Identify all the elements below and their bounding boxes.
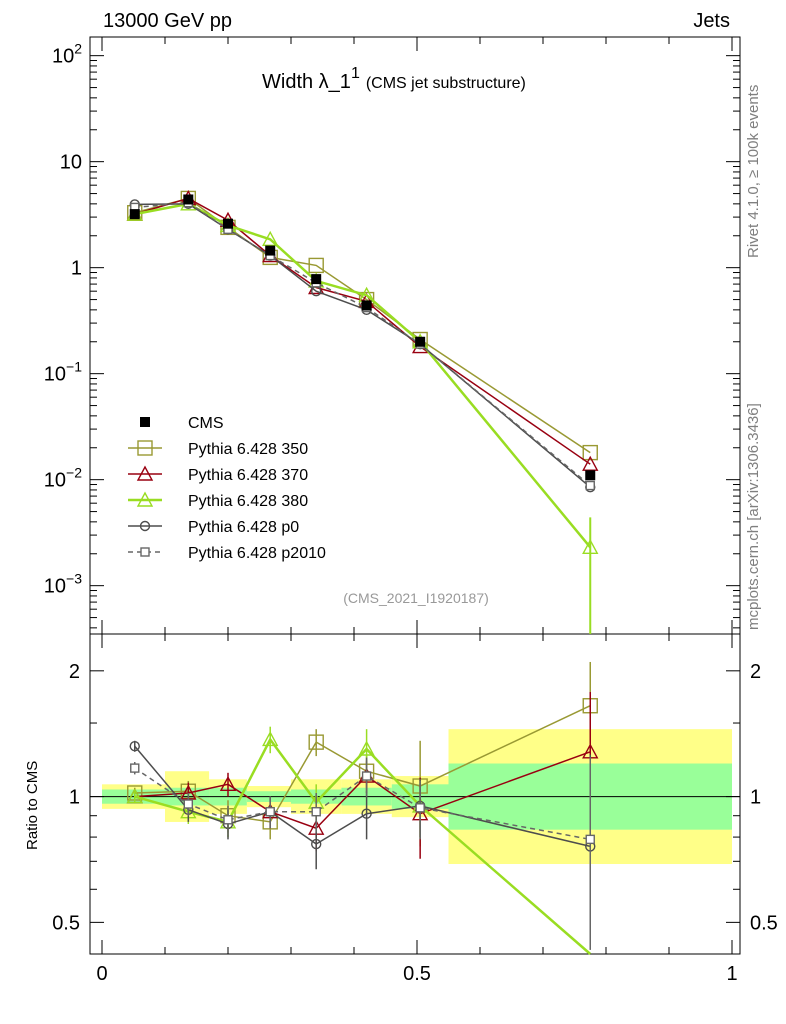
legend-label: Pythia 6.428 350 bbox=[188, 441, 308, 458]
marker-triangle bbox=[358, 740, 375, 756]
y-tick-label: 10−1 bbox=[44, 359, 82, 386]
x-tick-label: 1 bbox=[726, 963, 737, 985]
cms-data-point bbox=[129, 209, 140, 220]
ratio-line bbox=[134, 767, 591, 841]
ratio-y-tick-label: 2 bbox=[69, 661, 80, 683]
legend-marker bbox=[140, 417, 150, 427]
marker-square bbox=[308, 734, 324, 750]
ratio-y-tick-label: 1 bbox=[69, 787, 80, 809]
marker-small-square bbox=[130, 763, 140, 773]
cms-data-point bbox=[415, 336, 426, 347]
y-tick-label: 10−3 bbox=[44, 571, 82, 598]
legend-label: Pythia 6.428 370 bbox=[188, 467, 308, 484]
marker-triangle bbox=[582, 455, 599, 471]
cms-data-point bbox=[265, 245, 276, 256]
header-right: Jets bbox=[693, 10, 730, 32]
legend-entry-cms: CMS bbox=[140, 415, 224, 432]
cms-data-point bbox=[585, 470, 596, 481]
marker-circle bbox=[129, 741, 140, 752]
marker-small-square bbox=[311, 807, 321, 817]
marker-triangle bbox=[262, 730, 279, 747]
legend-entry: Pythia 6.428 380 bbox=[128, 491, 308, 510]
plot-title: Width λ_11 (CMS jet substructure) bbox=[262, 65, 526, 93]
ratio-y-tick-label-right: 0.5 bbox=[750, 912, 778, 934]
marker-triangle bbox=[136, 465, 154, 481]
series-layer bbox=[126, 189, 599, 955]
header-left: 13000 GeV pp bbox=[103, 10, 232, 32]
marker-small-square bbox=[415, 803, 425, 813]
marker-triangle bbox=[126, 788, 143, 804]
y-tick-label: 1 bbox=[71, 258, 82, 280]
marker-small-square bbox=[140, 547, 150, 557]
legend-entry: Pythia 6.428 p2010 bbox=[128, 545, 326, 562]
marker-triangle bbox=[262, 230, 279, 247]
legend-entry: Pythia 6.428 370 bbox=[128, 465, 308, 484]
marker-square bbox=[308, 257, 324, 274]
legend-label: Pythia 6.428 p2010 bbox=[188, 545, 326, 562]
legend-label: CMS bbox=[188, 415, 224, 432]
cms-data-points bbox=[129, 194, 596, 481]
legend-label: Pythia 6.428 380 bbox=[188, 493, 308, 510]
marker-circle bbox=[139, 520, 151, 532]
marker-triangle bbox=[136, 491, 154, 507]
side-text-top: Rivet 4.1.0, ≥ 100k events bbox=[745, 85, 762, 258]
legend: CMS Pythia 6.428 350 Pythia 6.428 370 Pythi… bbox=[128, 415, 326, 562]
cms-data-point bbox=[311, 274, 322, 285]
legend-entry: Pythia 6.428 350 bbox=[128, 440, 308, 458]
title-sub: (CMS jet substructure) bbox=[366, 75, 526, 92]
cms-data-point bbox=[361, 300, 372, 311]
marker-square bbox=[582, 444, 598, 461]
marker-circle bbox=[311, 838, 322, 850]
y-tick-label: 10−2 bbox=[44, 465, 82, 492]
y-tick-label: 102 bbox=[52, 41, 82, 68]
ratio-line bbox=[134, 745, 591, 848]
ratio-series bbox=[130, 757, 595, 950]
marker-triangle bbox=[219, 775, 237, 792]
marker-circle bbox=[361, 808, 372, 819]
marker-small-square bbox=[585, 834, 595, 845]
axis-ticks: 10−3 10−2 10−1 1 10 102 0.5 0.5 1 1 2 2 0 0.5 1 bbox=[44, 37, 778, 985]
title-sup: 1 bbox=[351, 65, 360, 82]
marker-small-square bbox=[585, 480, 595, 491]
ratio-y-label: Ratio to CMS bbox=[24, 761, 41, 850]
cms-data-point bbox=[223, 218, 233, 229]
ratio-line bbox=[134, 737, 592, 955]
cms-data-point bbox=[183, 194, 194, 205]
y-tick-label: 10 bbox=[60, 152, 82, 174]
ratio-y-tick-label-right: 1 bbox=[750, 787, 761, 809]
x-tick-label: 0 bbox=[96, 963, 107, 985]
legend-label: Pythia 6.428 p0 bbox=[188, 519, 299, 536]
side-text-bottom: mcplots.cern.ch [arXiv:1306.3436] bbox=[745, 403, 762, 630]
marker-square bbox=[137, 440, 153, 456]
marker-small-square bbox=[265, 807, 275, 817]
x-tick-label: 0.5 bbox=[403, 963, 431, 985]
legend-entry: Pythia 6.428 p0 bbox=[128, 519, 299, 536]
ratio-y-tick-label-right: 2 bbox=[750, 661, 761, 683]
title-main: Width λ_1 bbox=[262, 71, 351, 93]
marker-small-square bbox=[183, 799, 194, 809]
analysis-id: (CMS_2021_I1920187) bbox=[343, 590, 489, 606]
marker-small-square bbox=[361, 771, 372, 781]
ratio-y-tick-label: 0.5 bbox=[52, 912, 80, 934]
marker-small-square bbox=[223, 815, 233, 825]
